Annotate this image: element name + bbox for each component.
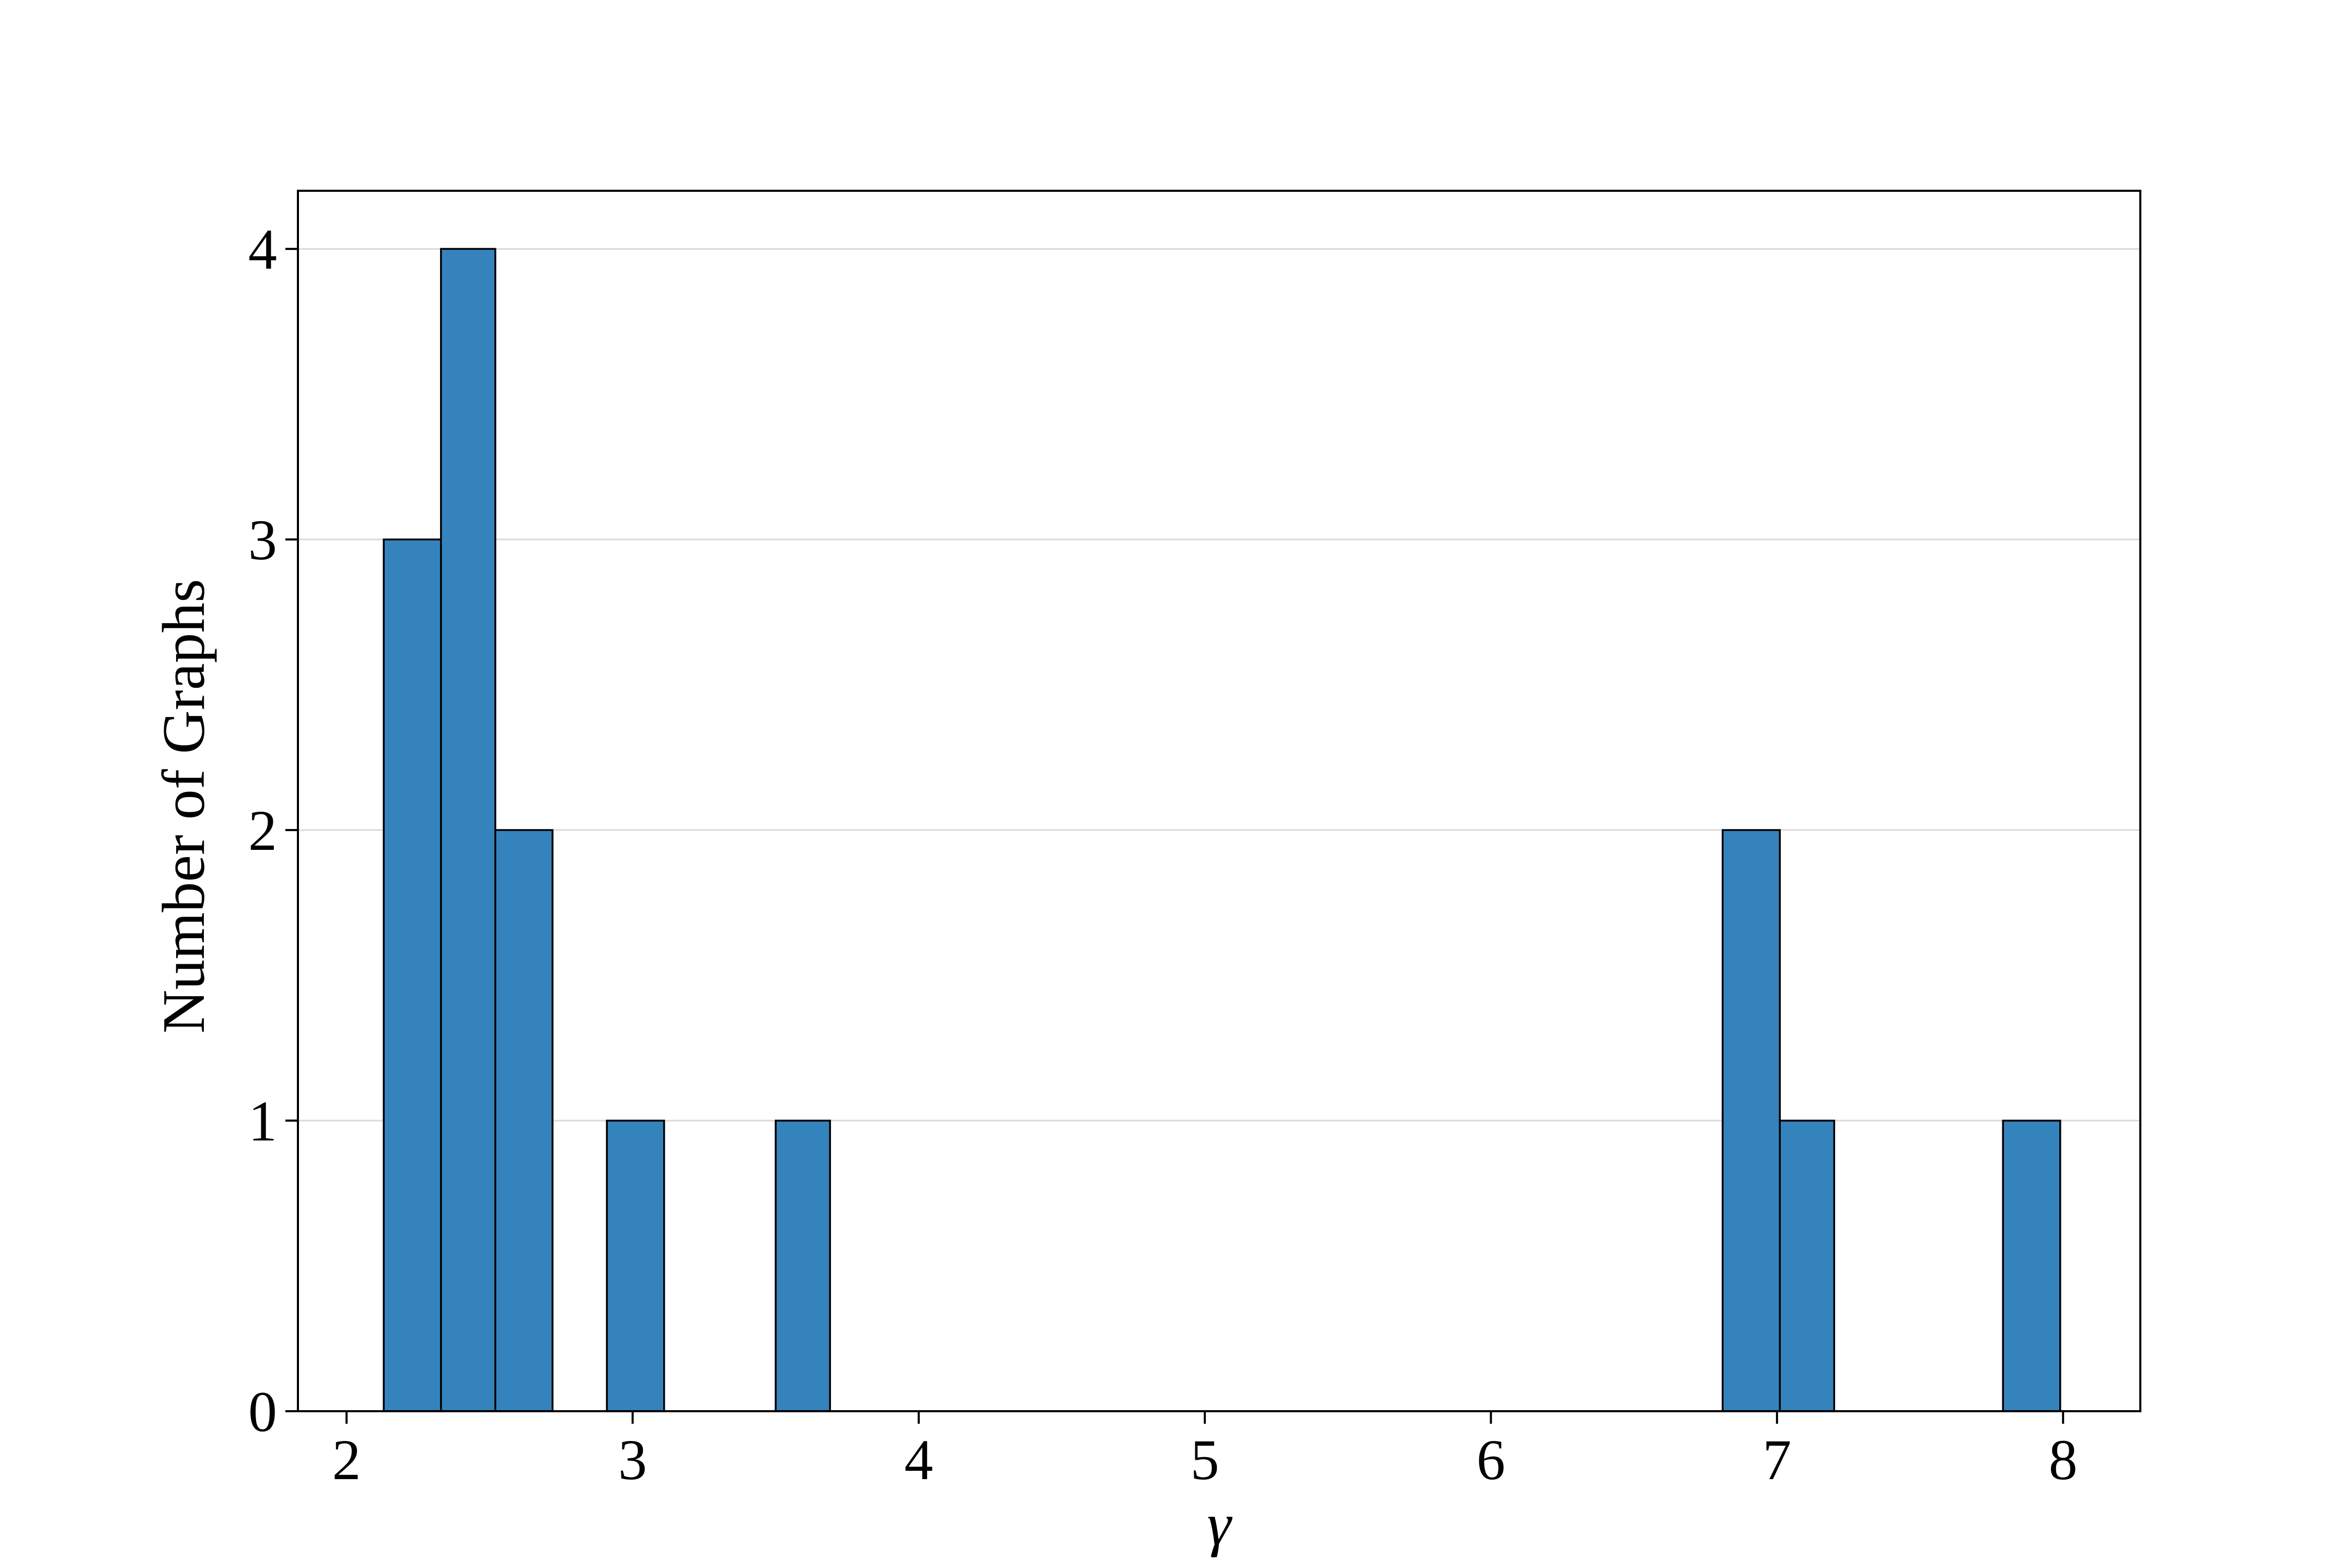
histogram-bar [606, 1120, 665, 1412]
gridlines [298, 248, 2140, 1122]
histogram-bar [2002, 1120, 2061, 1412]
y-tick-label: 2 [248, 799, 277, 862]
histogram-bar [383, 538, 442, 1412]
histogram-bar [494, 829, 554, 1412]
x-axis-ticks: 2 3 4 5 6 7 8 [332, 1411, 2078, 1492]
histogram-bar [1779, 1120, 1836, 1412]
histogram-bar [440, 248, 497, 1412]
x-tick-label: 8 [2049, 1428, 2078, 1492]
x-tick-label: 4 [904, 1428, 933, 1492]
y-tick-label: 3 [248, 508, 277, 572]
x-tick-label: 3 [618, 1428, 647, 1492]
x-tick-label: 7 [1762, 1428, 1791, 1492]
plot-frame [297, 190, 2141, 1412]
histogram-bar [1722, 829, 1781, 1412]
y-tick-label: 4 [248, 217, 277, 281]
x-tick-label: 2 [332, 1428, 361, 1492]
histogram-bar [775, 1120, 831, 1412]
y-axis-title: Number of Graphs [151, 579, 217, 1034]
y-axis-ticks: 0 1 2 3 4 [248, 217, 298, 1444]
x-tick-label: 6 [1477, 1428, 1505, 1492]
y-tick-label: 1 [248, 1089, 277, 1153]
x-axis-title: γ [1207, 1491, 1233, 1558]
y-tick-label: 0 [248, 1380, 277, 1444]
x-tick-label: 5 [1191, 1428, 1219, 1492]
